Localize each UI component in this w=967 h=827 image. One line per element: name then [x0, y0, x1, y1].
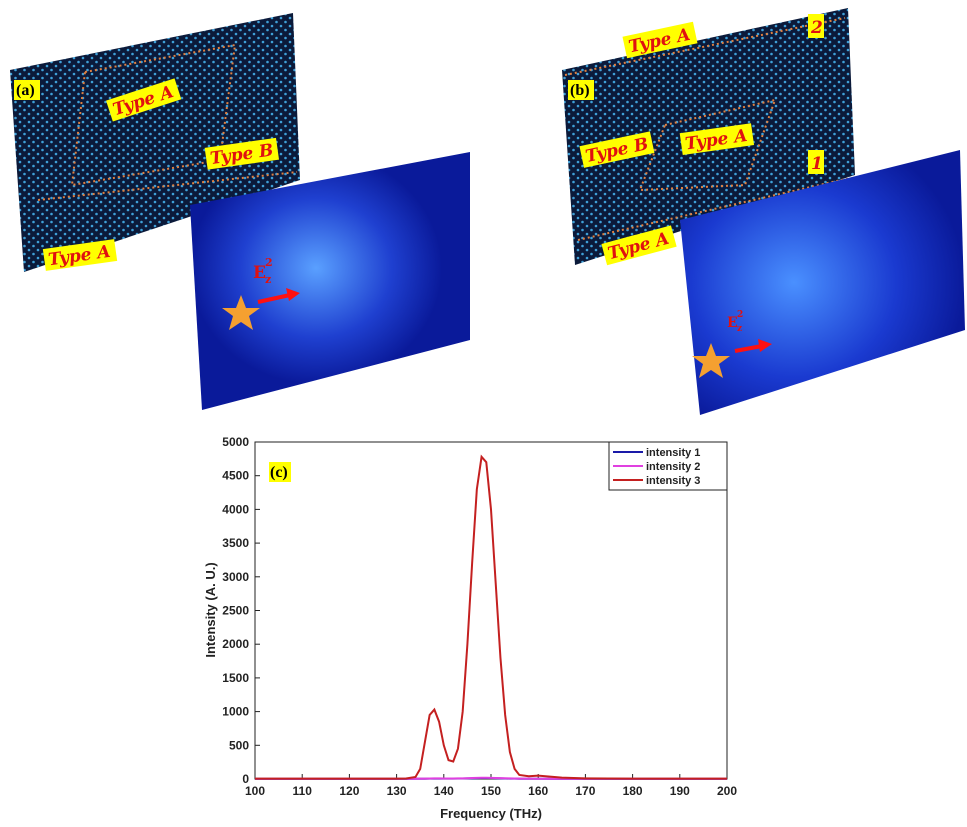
- y-tick-label: 5000: [222, 435, 249, 449]
- x-tick-label: 190: [670, 784, 690, 798]
- field-sub: z: [737, 324, 742, 334]
- y-tick-label: 0: [242, 772, 249, 786]
- x-tick-label: 140: [434, 784, 454, 798]
- x-tick-label: 100: [245, 784, 265, 798]
- x-tick-label: 200: [717, 784, 737, 798]
- panel-b: (b) Type A 2 Type B Type A 1 Type A E z …: [562, 8, 965, 415]
- y-axis-label: Intensity (A. U.): [203, 562, 218, 657]
- y-tick-label: 4000: [222, 502, 249, 516]
- y-tick-label: 1000: [222, 705, 249, 719]
- legend-label: intensity 1: [646, 447, 700, 459]
- x-tick-label: 170: [575, 784, 595, 798]
- x-tick-label: 110: [293, 784, 313, 798]
- y-tick-label: 500: [229, 738, 249, 752]
- panel-label: (b): [570, 82, 590, 99]
- y-tick-label: 4500: [222, 469, 249, 483]
- x-tick-label: 130: [387, 784, 407, 798]
- panel-label: (c): [270, 464, 288, 481]
- x-tick-label: 150: [481, 784, 501, 798]
- panel-a: (a) Type A Type B Type A E z 2: [10, 13, 470, 410]
- x-axis-label: Frequency (THz): [440, 806, 542, 821]
- y-tick-label: 3000: [222, 570, 249, 584]
- chart: (c) Frequency (THz) Intensity (A. U.) 10…: [203, 435, 737, 821]
- y-tick-label: 2500: [222, 604, 249, 618]
- plot-frame: [255, 442, 727, 779]
- x-tick-label: 120: [339, 784, 359, 798]
- port-label: 2: [810, 18, 823, 38]
- y-tick-label: 2000: [222, 637, 249, 651]
- panel-label: (a): [16, 82, 35, 99]
- legend-label: intensity 3: [646, 475, 700, 487]
- x-tick-label: 180: [623, 784, 643, 798]
- figure: (a) Type A Type B Type A E z 2 (b) Type …: [0, 0, 967, 827]
- x-tick-label: 160: [528, 784, 548, 798]
- field-sub: z: [265, 273, 271, 286]
- y-tick-label: 3500: [222, 536, 249, 550]
- legend-label: intensity 2: [646, 461, 700, 473]
- field-sup: 2: [737, 310, 743, 320]
- y-tick-label: 1500: [222, 671, 249, 685]
- field-sup: 2: [265, 256, 273, 269]
- port-label: 1: [811, 154, 823, 174]
